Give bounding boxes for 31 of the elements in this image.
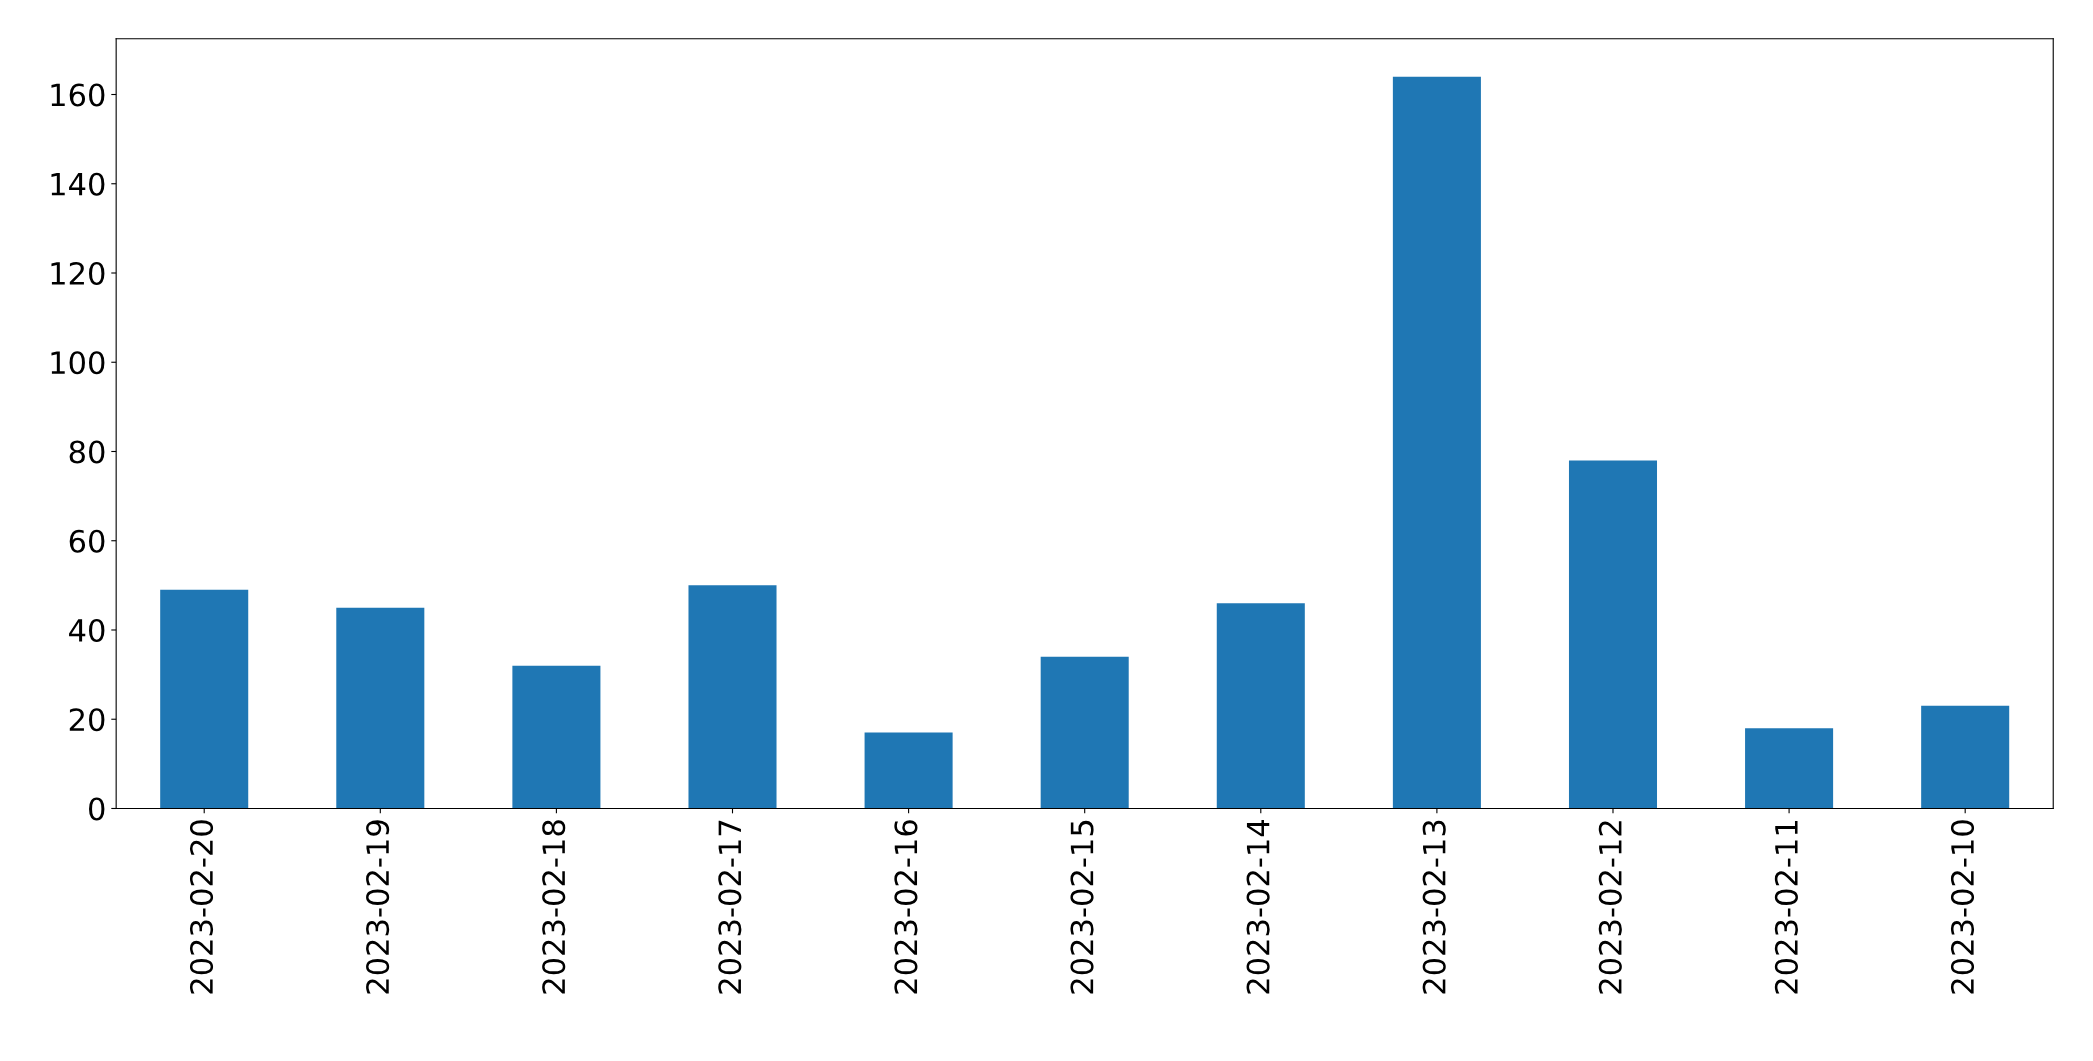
x-tick-label: 2023-02-13 (1422, 820, 1446, 994)
bar (1216, 603, 1305, 809)
y-tick-label: 40 (69, 618, 105, 643)
bar (1921, 705, 2010, 809)
x-tick-label: 2023-02-15 (1070, 820, 1094, 994)
y-tick-label: 160 (51, 83, 105, 107)
bar (160, 589, 249, 809)
bar (688, 585, 777, 809)
y-tick-label: 140 (51, 172, 105, 196)
y-tick-label: 80 (69, 440, 105, 464)
y-tick-label: 60 (69, 529, 105, 553)
bar (1392, 76, 1481, 809)
bar (336, 607, 425, 809)
bar (512, 665, 601, 809)
x-tick-label: 2023-02-10 (1950, 820, 1975, 994)
bar (1040, 656, 1129, 809)
x-tick-label: 2023-02-12 (1598, 821, 1622, 994)
x-tick-label: 2023-02-20 (189, 820, 214, 994)
y-tick-label: 20 (69, 708, 105, 732)
bar (864, 732, 953, 809)
y-tick-label: 0 (89, 797, 105, 821)
bar (1568, 460, 1658, 809)
x-tick-label: 2023-02-18 (542, 820, 566, 994)
bar (1745, 728, 1834, 809)
x-tick-label: 2023-02-14 (1246, 819, 1270, 994)
x-tick-label: 2023-02-16 (894, 820, 918, 994)
y-tick-label: 100 (51, 351, 105, 375)
x-tick-label: 2023-02-11 (1774, 821, 1798, 994)
x-tick-label: 2023-02-19 (366, 820, 390, 994)
x-tick-label: 2023-02-17 (718, 820, 742, 994)
y-tick-label: 120 (51, 261, 105, 286)
